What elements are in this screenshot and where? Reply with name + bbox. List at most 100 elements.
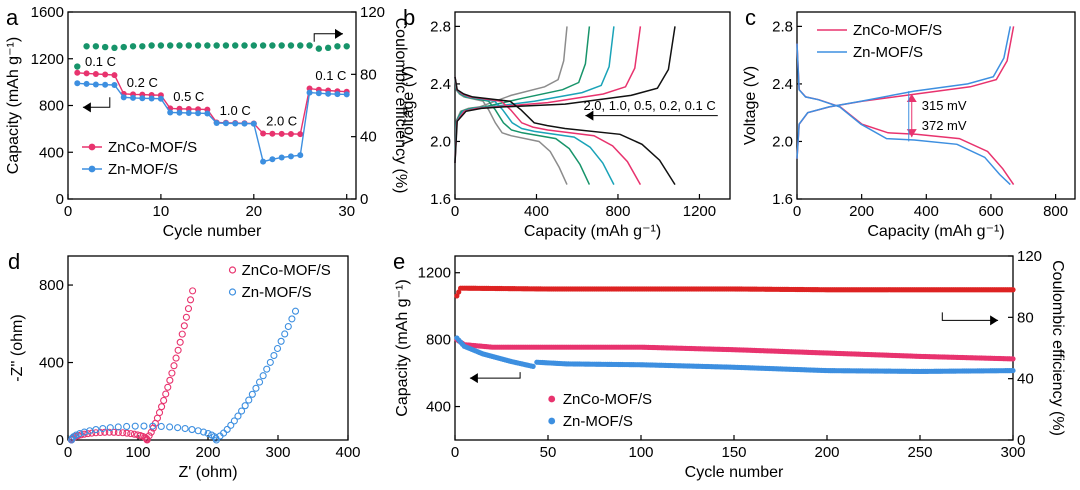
data-point (72, 431, 80, 439)
data-point (241, 42, 248, 49)
data-point (123, 422, 131, 431)
data-point (101, 43, 109, 51)
y-axis-label: Capacity (mAh g⁻¹) (5, 37, 22, 174)
y-tick-label: 1600 (31, 4, 64, 21)
y-axis-label: Voltage (V) (400, 66, 417, 145)
data-point (230, 417, 238, 425)
data-point (74, 80, 81, 87)
y-tick-label: 1.6 (772, 191, 793, 208)
left-axis-arrow (82, 97, 111, 108)
plot-frame (454, 11, 731, 200)
data-point (172, 354, 180, 362)
x-tick-label: 400 (524, 203, 549, 220)
series-line-ZnCo-MOF/S (77, 72, 347, 135)
x-tick-label: 800 (1043, 203, 1068, 220)
data-point (263, 365, 271, 373)
data-point (220, 429, 228, 437)
x-tick-label: 200 (195, 444, 220, 461)
y-tick-label: 2.0 (430, 133, 451, 150)
y-tick-label: 2.8 (430, 18, 451, 35)
y-tick-label: 800 (39, 277, 64, 294)
data-point (185, 109, 192, 116)
panel-label: a (6, 5, 19, 30)
data-point (269, 156, 276, 163)
data-point (315, 45, 323, 52)
data-point (106, 424, 114, 432)
data-point (83, 80, 90, 87)
data-point (270, 351, 278, 360)
x-tick-label: 0 (793, 203, 801, 220)
data-point (241, 402, 249, 410)
data-point (114, 423, 122, 431)
data-point (248, 390, 256, 398)
data-point (241, 120, 248, 127)
data-point (194, 42, 202, 49)
panel-label: b (403, 5, 415, 30)
y2-tick-label: 80 (1017, 309, 1034, 326)
data-point (174, 346, 182, 354)
y-tick-label: 2.8 (772, 18, 793, 35)
data-point (127, 430, 135, 438)
data-point (158, 403, 166, 411)
legend-marker (228, 266, 237, 274)
data-point (123, 429, 131, 437)
data-point (269, 130, 276, 137)
data-point (99, 424, 107, 433)
x-tick-label: 300 (1000, 444, 1025, 461)
right-axis-arrow (313, 33, 343, 42)
y2-tick-label: 0 (1017, 432, 1025, 449)
y-tick-label: 2.4 (772, 76, 793, 93)
legend-label: Zn-MOF/S (563, 413, 633, 430)
rate-label: 0.5 C (173, 89, 204, 104)
y-tick-label: 400 (426, 399, 451, 416)
data-point (250, 120, 257, 127)
data-point (170, 362, 178, 370)
legend-label: Zn-MOF/S (108, 161, 178, 178)
data-point (149, 422, 157, 430)
gap-label: 372 mV (922, 118, 967, 133)
data-point (155, 409, 164, 417)
data-point (92, 429, 100, 437)
rate-label: 0.1 C (85, 54, 116, 69)
data-point (343, 91, 350, 98)
data-point (189, 287, 197, 295)
data-point (234, 412, 242, 420)
x-tick-label: 20 (245, 203, 262, 220)
data-point (129, 43, 137, 50)
data-point (250, 42, 258, 49)
arrow-head (469, 373, 478, 384)
rate-label: 1.0 C (220, 103, 251, 118)
legend-marker (228, 288, 237, 296)
y-tick-label: 1200 (31, 51, 64, 68)
data-point (166, 423, 174, 431)
x-tick-label: 200 (814, 444, 839, 461)
annotation-text: 2.0, 1.0, 0.5, 0.2, 0.1 C (583, 98, 715, 113)
y-tick-label: 1200 (418, 265, 451, 282)
charge-curve-Zn-MOF/S (796, 26, 1012, 159)
x-tick-label: 800 (605, 203, 630, 220)
data-point (195, 110, 202, 117)
legend-marker (88, 143, 96, 151)
data-point (74, 63, 81, 70)
data-point (259, 372, 267, 380)
data-point (530, 363, 536, 369)
data-point (284, 322, 292, 331)
data-point (92, 81, 99, 88)
y2-axis-label: Coulombic efficiency (%) (1049, 260, 1066, 436)
data-point (130, 94, 137, 101)
data-point (297, 131, 304, 138)
data-point (260, 158, 267, 165)
y2-tick-label: 0 (360, 191, 368, 208)
x-tick-label: 50 (540, 444, 557, 461)
charge-curve-2.0 C (454, 26, 568, 164)
rate-label: 0.1 C (315, 68, 346, 83)
gap-label: 315 mV (922, 98, 967, 113)
x-tick-label: 400 (335, 444, 360, 461)
data-point (182, 313, 190, 321)
x-tick-label: 1200 (683, 203, 716, 220)
legend-marker (548, 395, 556, 403)
data-point (278, 154, 285, 161)
data-point (288, 315, 296, 323)
data-point (178, 330, 186, 338)
